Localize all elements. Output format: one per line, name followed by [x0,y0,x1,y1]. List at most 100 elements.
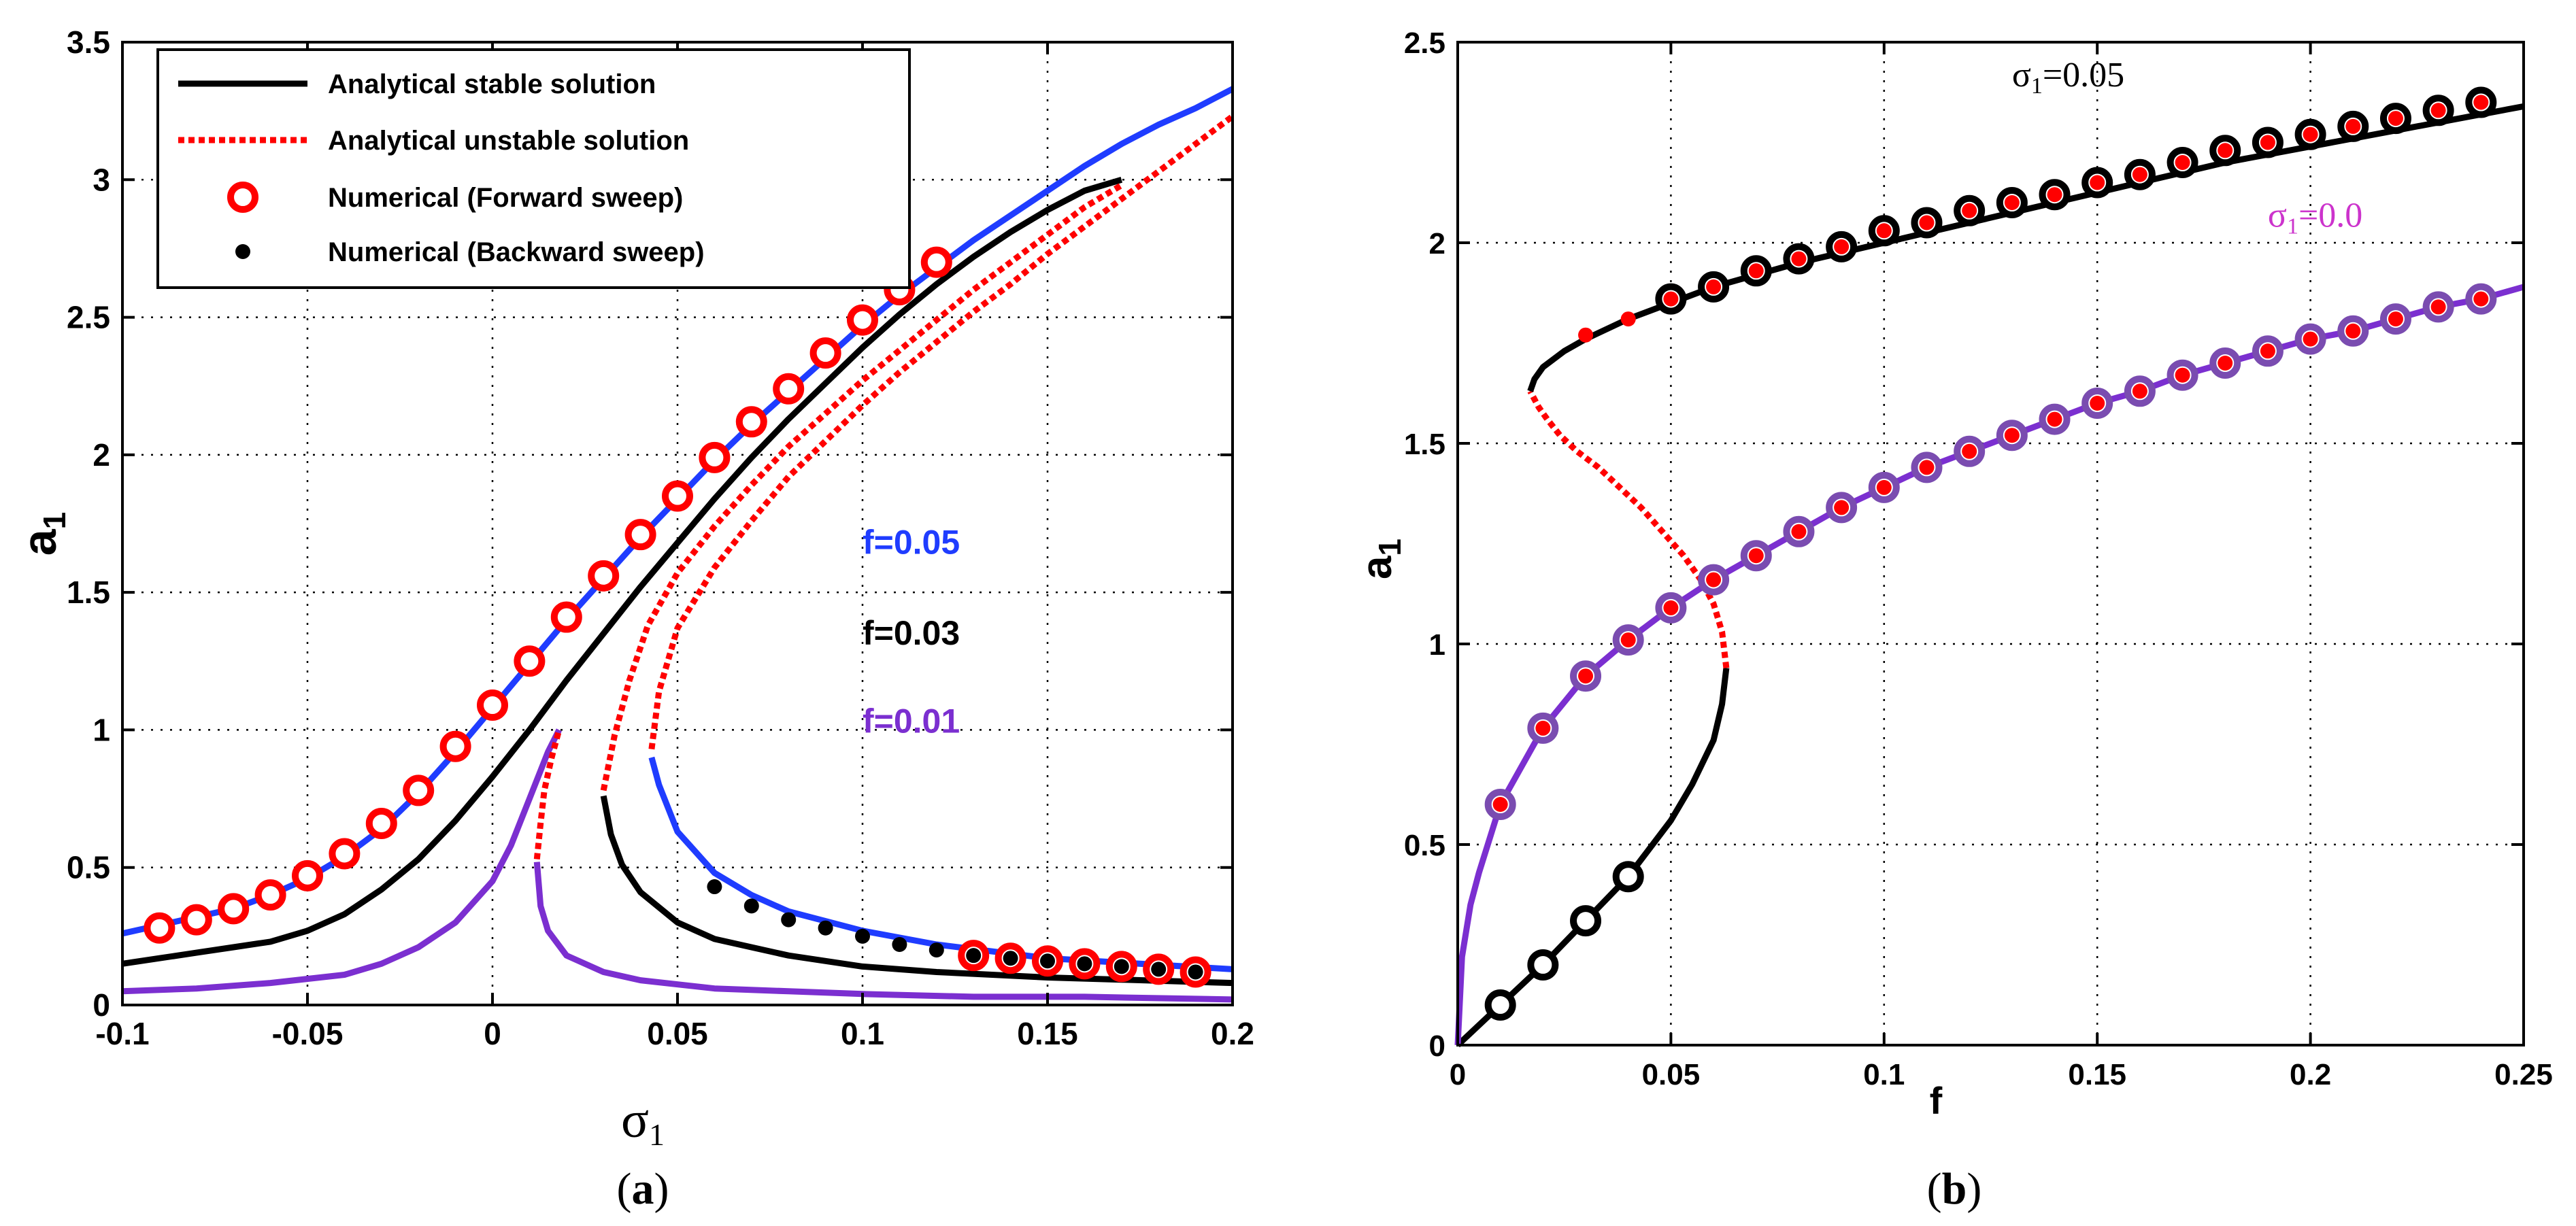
y-tick-label: 0 [1429,1029,1445,1063]
dot-marker [1962,203,1977,218]
x-tick-label: 0.2 [1211,1016,1254,1051]
ring-marker [1570,905,1602,937]
dot-marker [1791,524,1807,539]
x-tick-label: 0.05 [1642,1058,1701,1091]
y-tick-label: 2 [1429,227,1445,260]
dot-marker [1748,548,1764,564]
dot-marker [892,936,907,952]
y-tick-label: 0.5 [1404,829,1445,862]
dot-marker [855,928,870,944]
dot-marker [2047,411,2062,427]
dot-marker [2345,323,2361,339]
y-tick-label: 2 [93,437,110,473]
panel-a-x-axis-subscript: 1 [649,1117,665,1152]
dot-marker [1151,961,1167,977]
dot-marker [1919,215,1935,231]
dot-marker [1188,964,1203,980]
ring-marker [773,373,805,405]
x-tick-label: -0.05 [272,1016,344,1051]
ring-marker [624,519,656,551]
unstable-curve [533,729,563,860]
ring-marker [292,859,323,891]
panel-a-y-axis-subscript: 1 [37,512,72,530]
unstable-curve [600,182,1124,791]
ring-marker [847,304,878,336]
dot-marker [1663,291,1679,307]
dot-marker [2090,396,2105,411]
dot-marker [1620,311,1636,327]
stable-curve [648,756,1233,972]
x-tick-label: 0.2 [2290,1058,2331,1091]
ring-marker [809,337,841,369]
x-tick-label: 0.15 [2068,1058,2126,1091]
dot-marker [2303,126,2318,142]
panel-a-ticks: -0.1 -0.05 0 0.05 0.1 0.15 0.2 0 0.5 1 1.5 2 2.5 3 3.5 [67,24,1254,1051]
y-tick-label: 2.5 [1404,27,1445,60]
panel-b-plot-area [1454,86,2525,1048]
ring-marker [218,893,250,925]
ring-marker [699,441,731,473]
dot-marker [1962,443,1977,459]
legend-label-unstable: Analytical unstable solution [328,126,689,156]
ring-marker [1527,949,1559,981]
unstable-curve [1527,390,1730,668]
dot-marker [743,898,759,914]
panel-b-ticks: 0 0.05 0.1 0.15 0.2 0.25 0 0.5 1 1.5 2 2.5 [1404,27,2553,1091]
dot-marker [2260,135,2275,150]
dot-marker [1706,279,1722,294]
dot-marker [1834,500,1850,515]
dot-marker [1040,953,1055,969]
annotation-f005: f=0.05 [863,524,960,562]
x-tick-label: 0.1 [1863,1058,1905,1091]
dot-marker [2132,167,2147,182]
dot-marker [1077,956,1092,972]
panel-a-caption: (a) [617,1164,669,1214]
dot-marker [2430,103,2446,118]
ring-marker [477,689,508,721]
dot-marker [1114,959,1129,974]
dot-marker [2132,384,2147,399]
annotation-sigma-005: σ1=0.05 [2012,56,2124,99]
panel-b-x-axis-label: f [1930,1079,1943,1122]
ring-marker [588,560,620,592]
dot-marker [1578,327,1594,343]
dot-marker [929,942,944,958]
panel-a-x-axis-label: σ1 [621,1091,665,1152]
dot-marker [707,879,722,895]
panel-b-caption: (b) [1927,1164,1982,1214]
y-tick-label: 0 [93,987,110,1023]
dot-marker [781,912,797,927]
y-tick-label: 1.5 [1404,428,1445,461]
panel-b-y-axis-subscript: 1 [1372,539,1407,556]
panel-b-y-axis-symbol: a [1354,556,1401,579]
x-tick-label: 0 [484,1016,501,1051]
x-tick-label: 0 [1450,1058,1466,1091]
y-tick-label: 3 [93,162,110,197]
panel-b-y-axis-label: a1 [1354,539,1407,579]
x-tick-label: 0.1 [841,1016,884,1051]
ring-marker [550,601,582,633]
dot-marker [2473,95,2489,110]
x-tick-label: 0.15 [1017,1016,1078,1051]
y-tick-label: 1.5 [67,575,110,610]
dot-marker [1919,460,1935,475]
dot-marker [1876,479,1892,495]
dot-marker [2430,299,2446,315]
ring-marker [920,246,952,278]
stable-curve [122,176,1123,967]
x-tick-label: 0.05 [647,1016,708,1051]
y-tick-label: 2.5 [67,300,110,335]
y-tick-label: 1 [1429,628,1445,662]
annotation-sigma-00-value: =0.0 [2298,196,2362,235]
panel-b-caption-letter: b [1942,1164,1967,1214]
dot-marker [2388,111,2403,126]
dot-marker [1791,251,1807,267]
dot-marker [2004,428,2020,443]
y-tick-label: 3.5 [67,24,110,60]
annotation-sigma-00: σ1=0.0 [2268,196,2362,239]
ring-marker [403,774,435,806]
panel-a-legend: Analytical stable solution Analytical un… [156,48,911,289]
panel-a-chart: -0.1 -0.05 0 0.05 0.1 0.15 0.2 0 0.5 1 1.5 2 2.5 3 3.5… [13,24,1254,1214]
y-tick-label: 1 [93,712,110,747]
